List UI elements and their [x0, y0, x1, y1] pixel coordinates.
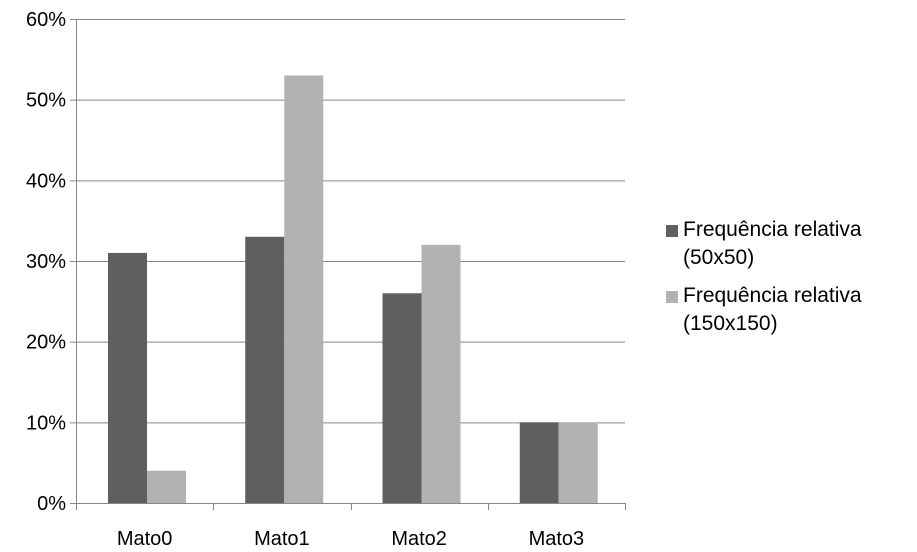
bar-series-1-mato2 — [382, 293, 422, 503]
x-tick-label: Mato1 — [254, 528, 310, 550]
y-tick-label: 60% — [26, 9, 66, 31]
y-tick-label: 0% — [37, 493, 66, 515]
legend-swatch-series-1 — [666, 225, 678, 237]
x-tick-label: Mato0 — [117, 528, 173, 550]
bar-series-1-mato3 — [519, 422, 559, 503]
x-tick-label: Mato2 — [391, 528, 447, 550]
tick-labels: 0% 10% 20% 30% 40% 50% 60% Mato0 Mato1 Mato2 Mato3 — [26, 9, 584, 550]
bar-series-2-mato1 — [284, 75, 324, 503]
bar-series-2-mato3 — [558, 422, 598, 503]
y-tick-label: 40% — [26, 170, 66, 192]
bar-series-1-mato0 — [108, 252, 147, 503]
x-tick-label: Mato3 — [529, 528, 585, 550]
bars — [108, 75, 598, 504]
y-tick-label: 50% — [26, 90, 66, 112]
bar-series-1-mato1 — [245, 236, 285, 504]
bar-series-2-mato0 — [147, 470, 186, 503]
legend-swatch-series-2 — [666, 291, 678, 303]
y-tick-label: 20% — [26, 332, 66, 354]
axes — [70, 19, 626, 510]
bar-series-2-mato2 — [421, 244, 461, 503]
y-tick-label: 10% — [26, 412, 66, 434]
gridlines — [76, 19, 625, 424]
legend-item-series-2: Frequência relativa (150x150) — [666, 282, 916, 338]
y-tick-label: 30% — [26, 251, 66, 273]
legend-item-series-1: Frequência relativa (50x50) — [666, 216, 916, 272]
legend-label-series-2: Frequência relativa (150x150) — [683, 284, 862, 335]
legend-label-series-1: Frequência relativa (50x50) — [683, 218, 862, 269]
legend: Frequência relativa (50x50) Frequência r… — [666, 216, 916, 348]
